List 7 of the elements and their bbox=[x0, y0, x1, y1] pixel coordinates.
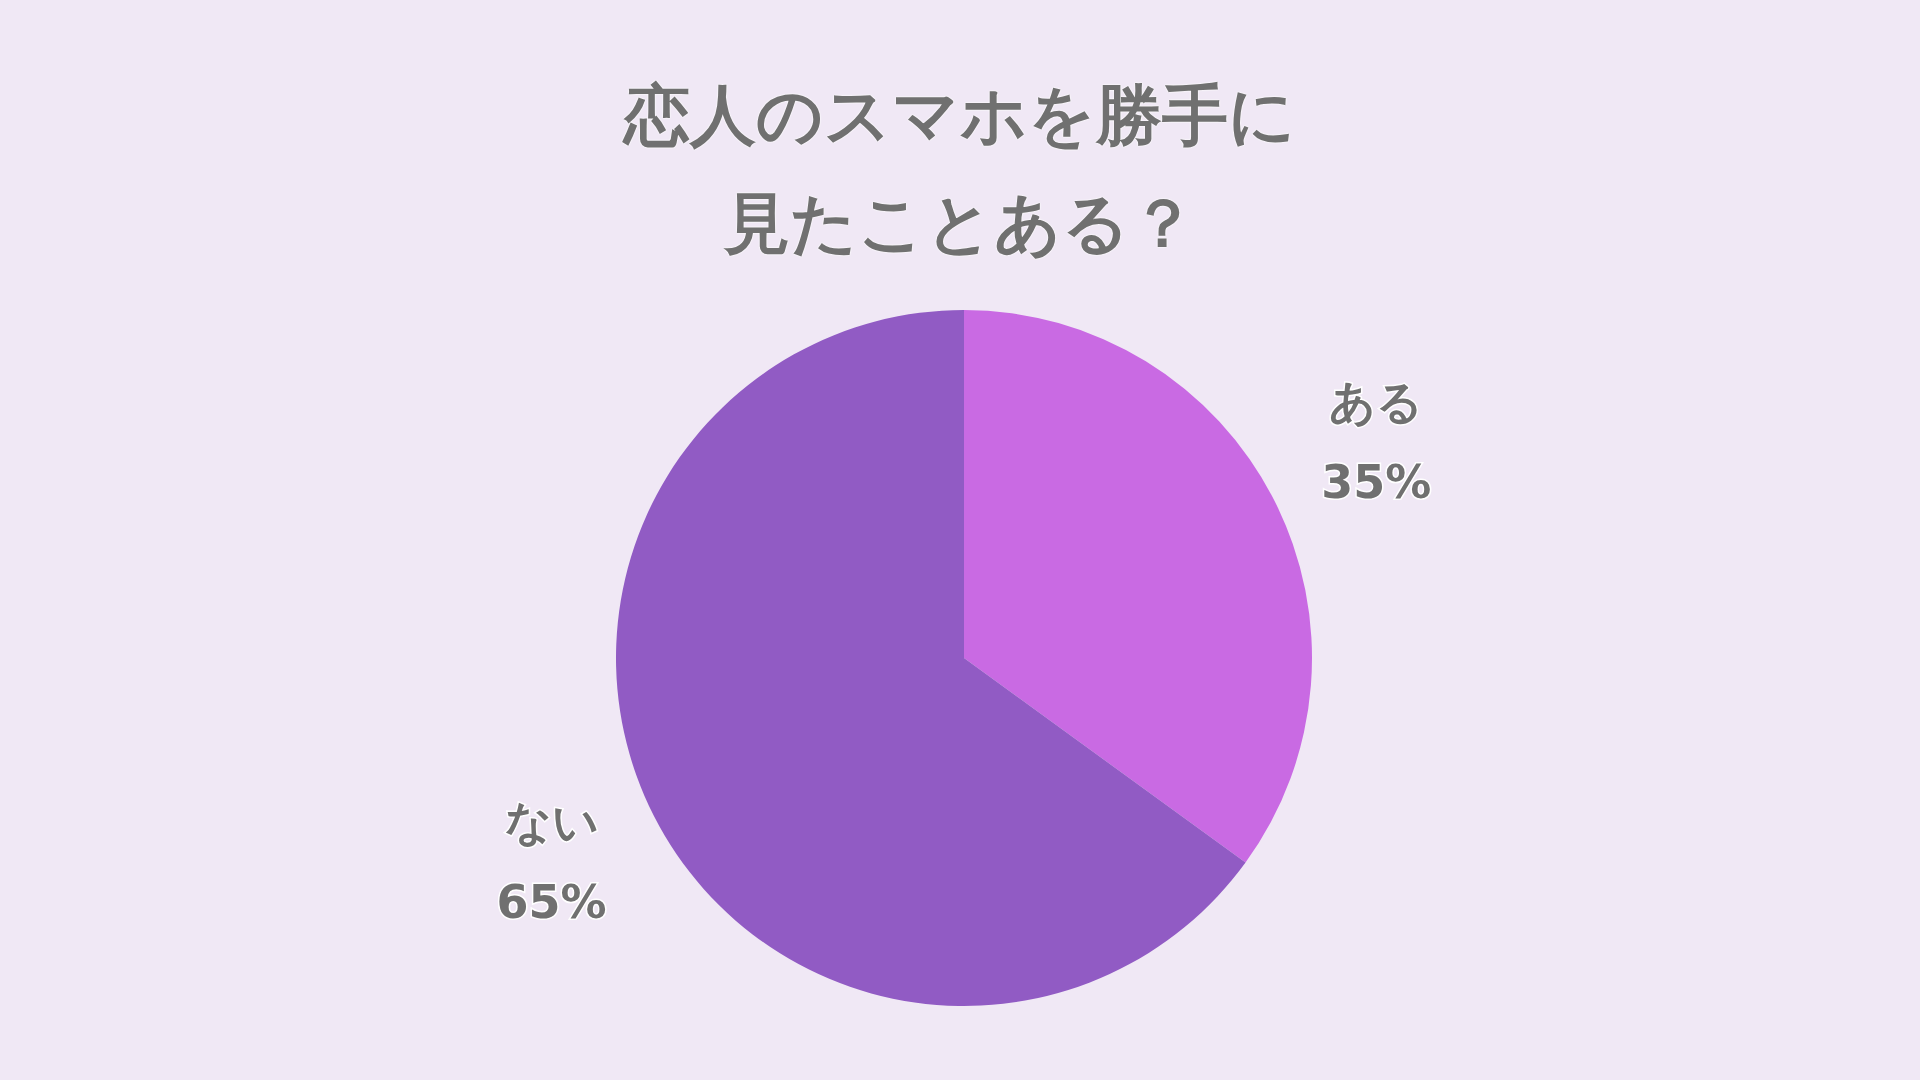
pie-slice bbox=[616, 310, 1246, 1006]
slice-label: ある bbox=[1329, 374, 1424, 429]
pie-slice bbox=[964, 310, 1312, 863]
data-label: 35% bbox=[1321, 454, 1432, 509]
data-label: 65% bbox=[496, 875, 607, 930]
chart-title: 恋人のスマホを勝手に見たことある？ bbox=[621, 76, 1297, 264]
slice-label: ない bbox=[504, 795, 599, 850]
